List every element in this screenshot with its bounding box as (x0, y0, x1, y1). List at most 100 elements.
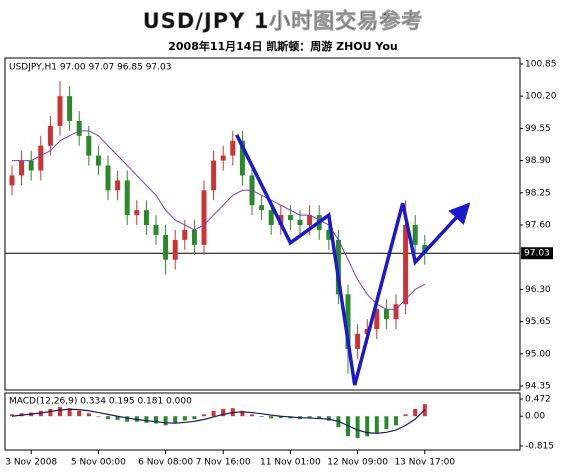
candle-body (239, 140, 245, 176)
macd-bar (413, 408, 418, 417)
candle-body (143, 210, 149, 225)
candle-body (67, 96, 73, 121)
macd-label: MACD(12,26,9) 0.334 0.195 0.181 0.000 (9, 397, 192, 407)
candle-body (172, 239, 178, 260)
macd-bar (86, 413, 91, 417)
main-panel (4, 57, 521, 391)
moving-average (12, 130, 426, 310)
current-price-label: 97.03 (524, 249, 550, 259)
macd-bar (10, 414, 14, 417)
candle-body (383, 309, 389, 320)
candle-body (115, 180, 121, 191)
trend-drawing (235, 134, 471, 386)
candle-body (326, 229, 332, 240)
macd-bar (394, 416, 398, 426)
candle-body (124, 180, 130, 216)
candle-body (259, 205, 265, 211)
macd-bar (115, 416, 120, 420)
macd-bar (202, 414, 206, 417)
candle-body (28, 160, 34, 171)
candle-body (230, 140, 236, 156)
macd-bar (211, 410, 216, 417)
y-tick-label: -0.815 (525, 441, 554, 451)
macd-bar (154, 416, 158, 424)
macd-bar (259, 416, 264, 417)
macd-bar (307, 416, 312, 419)
macd-bar (326, 416, 331, 421)
candle-body (268, 210, 274, 225)
candle-body (134, 210, 140, 216)
y-tick-label: 95.00 (525, 349, 551, 359)
candle-body (201, 190, 207, 245)
candle-body (47, 125, 53, 146)
candle-body (76, 120, 82, 136)
macd-bar (77, 410, 82, 417)
macd-signal (11, 408, 426, 434)
macd-bar (365, 416, 370, 437)
y-tick-label: 0.472 (525, 394, 551, 404)
candle-body (211, 160, 217, 191)
x-tick-label: 6 Nov 08:00 (138, 458, 193, 468)
candle-body (374, 309, 380, 330)
candle-body (307, 215, 313, 225)
x-tick-label: 5 Nov 00:00 (71, 458, 126, 468)
macd-bar (173, 416, 178, 424)
candle-body (191, 229, 197, 245)
y-tick-label: 95.65 (525, 317, 551, 327)
macd-bar (106, 416, 110, 420)
x-tick-label: 3 Nov 2008 (5, 458, 57, 468)
macd-bar (317, 416, 322, 420)
y-tick-label: 100.85 (525, 59, 557, 69)
candle-body (355, 334, 361, 349)
candle-body (9, 175, 15, 186)
candle-body (163, 234, 169, 260)
candle-body (345, 294, 351, 349)
candle-body (19, 160, 25, 176)
macd-bar (58, 407, 62, 417)
y-tick-label: 94.35 (525, 382, 551, 392)
x-tick-label: 12 Nov 09:00 (327, 458, 388, 468)
candle-body (86, 135, 92, 156)
macd-bar (163, 416, 168, 426)
candle-body (393, 304, 399, 320)
candle-body (105, 165, 111, 191)
x-tick-label: 11 Nov 01:00 (260, 458, 321, 468)
candle-body (422, 244, 428, 254)
candle-body (57, 96, 63, 126)
candle-body (287, 215, 293, 221)
y-tick-label: 96.30 (525, 285, 551, 295)
macd-panel (4, 392, 521, 451)
x-tick-label: 13 Nov 17:00 (394, 458, 455, 468)
x-tick-label: 7 Nov 16:00 (196, 458, 251, 468)
macd-bar (250, 414, 254, 417)
macd-bar (278, 416, 283, 419)
candle-body (412, 224, 418, 245)
macd-bar (221, 408, 226, 417)
macd-bar (355, 416, 360, 439)
macd-bar (144, 416, 149, 423)
candle-body (220, 155, 226, 161)
candle-body (297, 220, 303, 225)
candle-body (182, 229, 188, 240)
macd-bar (269, 416, 274, 419)
macd-bar (374, 416, 379, 433)
main-label: USDJPY,H1 97.00 97.07 96.85 97.03 (9, 63, 171, 73)
macd-bar (182, 416, 187, 421)
candle-body (38, 145, 44, 171)
macd-bar (384, 416, 389, 430)
chart-subtitle: 2008年11月14日 凯斯顿：周游 ZHOU You (168, 39, 398, 53)
y-tick-label: 99.55 (525, 124, 551, 134)
macd-bar (67, 408, 72, 417)
y-tick-label: 98.25 (525, 188, 551, 198)
candle-body (403, 224, 409, 305)
macd-bar (192, 416, 197, 420)
y-tick-label: 97.60 (525, 220, 551, 230)
y-tick-label: 98.90 (525, 156, 551, 166)
current-price-box (521, 247, 553, 260)
chart-title: USD/JPY 1小时图交易参考 (143, 9, 424, 33)
candle-body (95, 155, 101, 166)
y-tick-label: 100.20 (525, 92, 557, 102)
macd-bar (125, 416, 130, 422)
y-tick-label: 0.00 (525, 412, 545, 422)
